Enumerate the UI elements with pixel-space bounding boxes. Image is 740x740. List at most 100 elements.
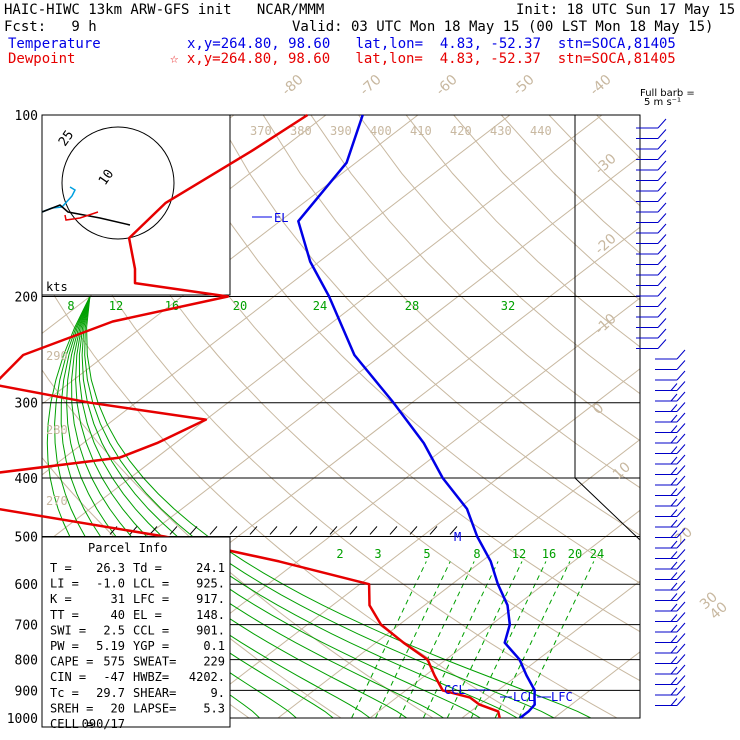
theta-label: 370 <box>250 124 272 138</box>
isotherm-label: -10 <box>592 311 620 338</box>
init-time: Init: 18 UTC Sun 17 May 15 <box>516 2 736 18</box>
wind-barb-flag <box>670 572 678 580</box>
plot-right-edge <box>574 115 641 718</box>
theta-label: 380 <box>290 124 312 138</box>
hodograph-trace-low <box>64 211 99 221</box>
parcel-row-key: TT = <box>50 608 79 622</box>
parcel-row-key: EL = <box>133 608 162 622</box>
wind-barb-flag <box>670 551 678 559</box>
wind-barb-flag <box>657 339 667 349</box>
isotherm-label: -80 <box>279 72 307 99</box>
parcel-row-key: LI = <box>50 577 79 591</box>
dewpoint-legend-info: ☆ x,y=264.80, 98.60 lat,lon= 4.83, -52.3… <box>170 51 676 67</box>
wind-barb-flag <box>670 593 678 601</box>
wind-barb-flag <box>676 549 686 559</box>
mixing-ratio-line <box>494 561 571 718</box>
wind-barb-flag <box>676 465 686 475</box>
wind-barb-flag <box>670 530 678 538</box>
theta-label: 390 <box>330 124 352 138</box>
valid-time: Valid: 03 UTC Mon 18 May 15 (00 LST Mon … <box>292 19 714 35</box>
wind-barb-flag <box>676 538 686 549</box>
wind-barb-flag <box>657 139 667 150</box>
pressure-label: 600 <box>15 578 38 593</box>
parcel-row-value: 5.19 <box>96 639 125 653</box>
isotherm-line <box>553 651 640 718</box>
level-tick <box>169 526 178 535</box>
isotherm-label: 20 <box>672 524 696 548</box>
parcel-row-value: 24.1 <box>196 561 225 575</box>
parcel-row-key: CIN = <box>50 670 86 684</box>
wind-barb-flag <box>670 645 678 654</box>
parcel-row-key: LCL = <box>133 577 169 591</box>
hodograph-ring-label: 10 <box>96 167 117 188</box>
moist-adiabat-label: 12 <box>109 299 123 313</box>
temperature-curve <box>297 114 536 719</box>
parcel-row-key: CCL = <box>133 623 169 637</box>
parcel-row-key: Td = <box>133 561 162 575</box>
wind-barb-flag <box>657 276 667 286</box>
parcel-row-value: 20 <box>111 701 125 715</box>
wind-barb-flag <box>676 360 686 370</box>
dry-adiabat <box>310 115 640 442</box>
dry-adiabat <box>644 115 740 718</box>
parcel-row-value: 4202. <box>189 670 225 684</box>
wind-barb-flag <box>676 475 686 486</box>
wind-barb-flag <box>670 519 678 528</box>
level-tick <box>189 526 198 535</box>
wind-barb-flag <box>657 118 667 129</box>
wind-barb-flag <box>676 570 686 580</box>
dry-adiabat <box>42 159 618 718</box>
dry-adiabat <box>453 115 640 301</box>
wind-barb-flag <box>676 496 686 507</box>
mixing-ratio-label: 12 <box>512 547 526 561</box>
wind-barb-flag <box>657 328 667 339</box>
wind-barb-flag <box>676 696 686 706</box>
wind-barb-flag <box>670 404 678 412</box>
isotherm-label: -40 <box>587 72 615 99</box>
wind-barb-flag <box>670 666 678 675</box>
isotherm-label: 10 <box>610 459 634 483</box>
pressure-label: 900 <box>15 684 38 699</box>
dry-adiabat <box>596 115 640 159</box>
theta-label: 270 <box>46 494 68 508</box>
dry-adiabat <box>692 115 740 718</box>
wind-barb-flag <box>670 477 678 486</box>
wind-barb-flag <box>676 622 686 633</box>
parcel-row-value: -47 <box>103 670 125 684</box>
parcel-row-key: HWBZ= <box>133 670 169 684</box>
parcel-row-value: 148. <box>196 608 225 622</box>
moist-adiabat-label: 24 <box>313 299 327 313</box>
barb-legend-label: 5 m s⁻¹ <box>644 97 681 108</box>
isotherm-line <box>646 115 740 718</box>
hodograph-ring <box>61 126 175 240</box>
wind-barb-flag <box>657 297 667 307</box>
wind-barb-flag <box>657 234 667 244</box>
isotherm-label: -60 <box>433 72 461 99</box>
wind-barb-flag <box>670 435 678 444</box>
isotherm-line <box>42 115 419 405</box>
theta-label: 440 <box>530 124 552 138</box>
theta-label: 430 <box>490 124 512 138</box>
wind-barb-flag <box>657 286 667 297</box>
wind-barb-flag <box>657 160 667 171</box>
hodograph-box <box>41 114 231 296</box>
lfc-marker-label: LFC <box>551 690 573 704</box>
theta-label: 290 <box>46 349 68 363</box>
theta-label: 400 <box>370 124 392 138</box>
wind-barb-flag <box>676 654 686 664</box>
wind-barb-flag <box>657 171 667 181</box>
wind-barb-flag <box>670 467 678 475</box>
parcel-row-key: CAPE = <box>50 655 93 669</box>
wind-barb-flag <box>657 318 667 328</box>
moist-adiabat-label: 8 <box>67 299 74 313</box>
wind-barb-flag <box>676 580 686 591</box>
hodograph-ring-label: 25 <box>56 128 77 149</box>
isotherm-line <box>42 155 640 618</box>
wind-barb-flag <box>657 129 667 139</box>
wind-barb-flag <box>670 687 678 696</box>
isotherm-line <box>42 115 511 476</box>
wind-barb-flag <box>670 425 678 433</box>
parcel-row-key: SWEAT= <box>133 655 176 669</box>
wind-barb-flag <box>676 391 686 402</box>
